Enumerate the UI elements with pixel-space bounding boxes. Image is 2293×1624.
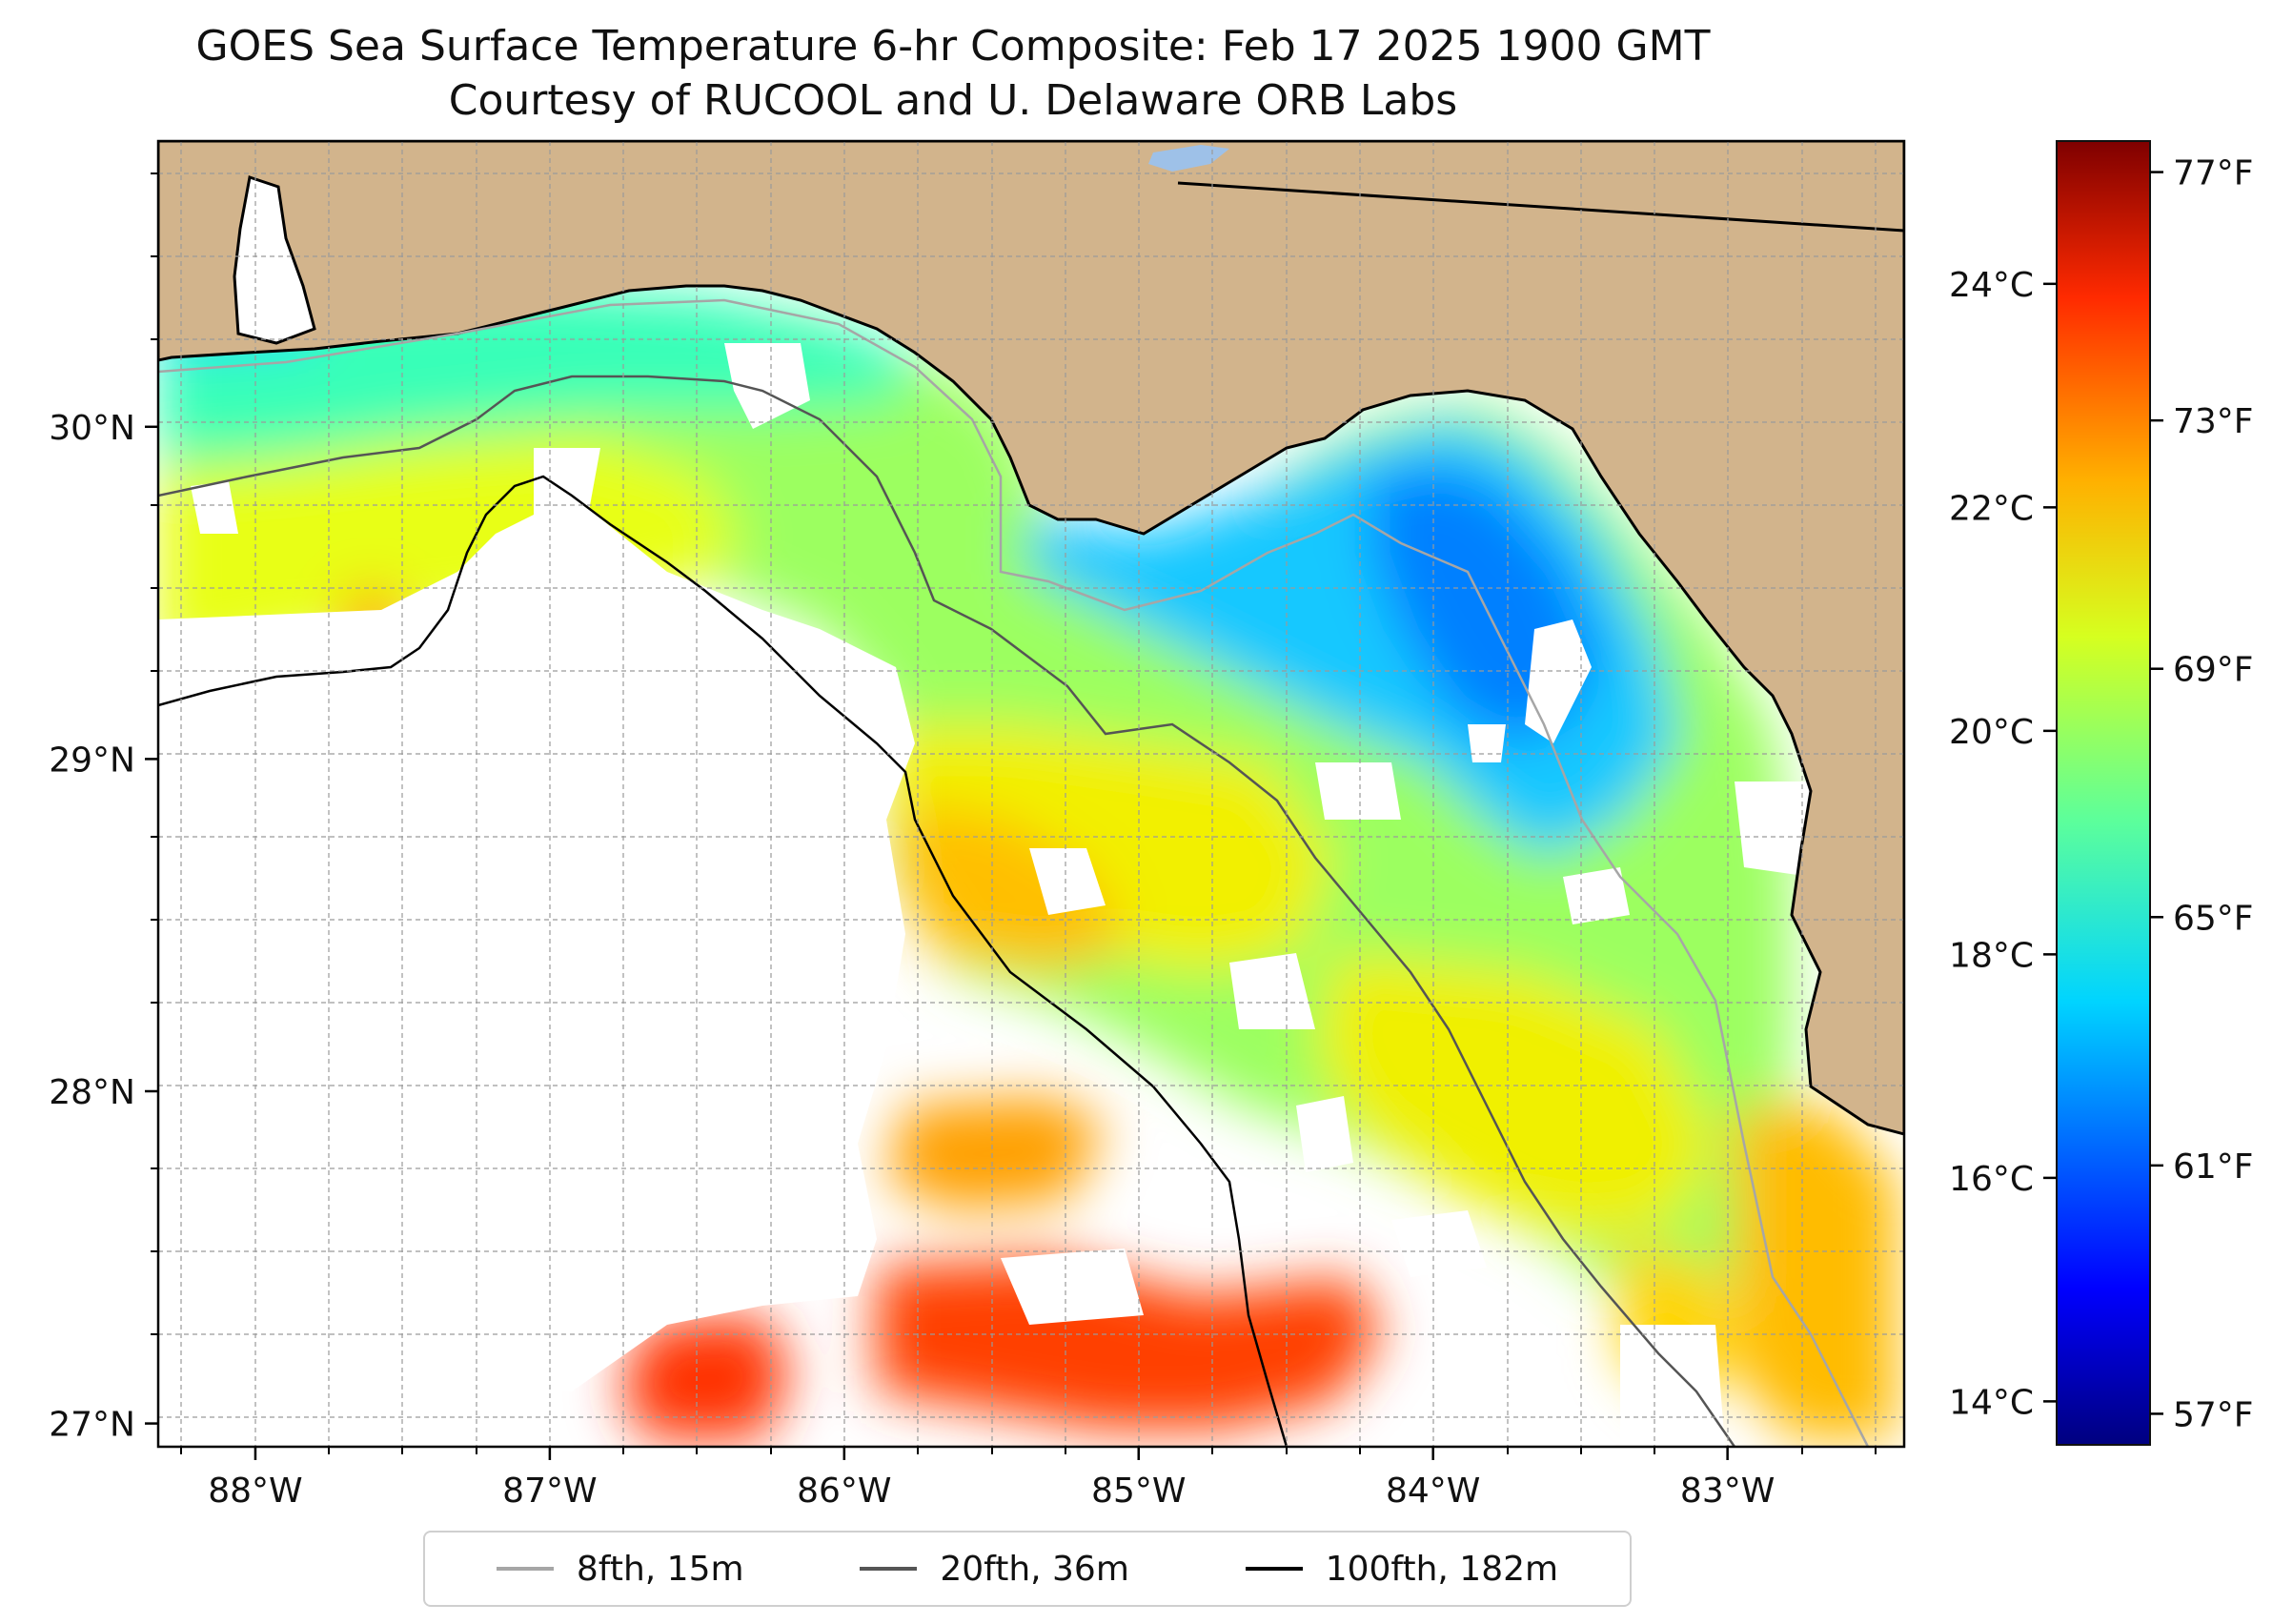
fahrenheit-tick-label: 65°F: [2173, 899, 2254, 938]
lon-tick-label: 88°W: [208, 1472, 302, 1511]
celsius-tick-label: 16°C: [1949, 1160, 2034, 1199]
lon-tick-label: 86°W: [797, 1472, 891, 1511]
contour-20fth: [158, 375, 1736, 1447]
celsius-tick-label: 24°C: [1949, 266, 2034, 305]
lon-tick-label: 85°W: [1091, 1472, 1186, 1511]
legend-item-20fth: 20fth, 36m: [860, 1550, 1129, 1589]
map-title: GOES Sea Surface Temperature 6-hr Compos…: [195, 22, 1711, 71]
state-boundary: [1177, 181, 1904, 233]
fahrenheit-tick-label: 69°F: [2173, 651, 2254, 690]
contour-100fth: [158, 475, 1289, 1447]
celsius-tick-label: 14°C: [1949, 1383, 2034, 1422]
celsius-tick-label: 18°C: [1949, 936, 2034, 975]
celsius-tick-label: 22°C: [1949, 489, 2034, 528]
lon-tick-label: 83°W: [1680, 1472, 1775, 1511]
legend-item-100fth: 100fth, 182m: [1245, 1549, 1559, 1589]
fahrenheit-tick-label: 61°F: [2173, 1147, 2254, 1187]
latitude-axis: 30°N 29°N 28°N 27°N: [49, 409, 158, 1445]
fahrenheit-tick-label: 73°F: [2173, 402, 2254, 441]
fahrenheit-tick-label: 57°F: [2173, 1395, 2254, 1434]
fahrenheit-tick-label: 77°F: [2173, 154, 2254, 193]
legend-label-8fth: 8fth, 15m: [576, 1549, 744, 1589]
mobile-bay: [233, 175, 316, 345]
land-coast: [158, 141, 1904, 1136]
minor-ticks: [151, 173, 1877, 1454]
legend-swatch-100fth: [1245, 1567, 1303, 1571]
map-subtitle: Courtesy of RUCOOL and U. Delaware ORB L…: [448, 76, 1458, 125]
legend-label-20fth: 20fth, 36m: [940, 1549, 1129, 1589]
colorbar-frame: [2056, 140, 2151, 1446]
lat-tick-label: 27°N: [49, 1406, 135, 1445]
contour-legend: 8fth, 15m 20fth, 36m 100fth, 182m: [423, 1531, 1632, 1607]
legend-label-100fth: 100fth, 182m: [1325, 1549, 1559, 1589]
gridlines: [158, 141, 1904, 1447]
lat-tick-label: 30°N: [49, 409, 135, 448]
celsius-tick-label: 20°C: [1949, 713, 2034, 752]
cloud-gaps: [158, 343, 1811, 1447]
contour-8fth: [158, 298, 1870, 1447]
longitude-axis: 88°W 87°W 86°W 85°W 84°W 83°W: [208, 1447, 1775, 1511]
lat-tick-label: 29°N: [49, 741, 135, 780]
colorbar-gradient: [2057, 141, 2150, 1445]
map-frame: [156, 139, 1906, 1449]
legend-swatch-8fth: [496, 1567, 554, 1571]
legend-swatch-20fth: [860, 1567, 918, 1571]
lake: [1148, 145, 1229, 172]
lon-tick-label: 87°W: [502, 1472, 597, 1511]
legend-item-8fth: 8fth, 15m: [496, 1549, 744, 1589]
colorbar-celsius-axis: 24°C 22°C 20°C 18°C 16°C 14°C: [1949, 266, 2057, 1422]
lat-tick-label: 28°N: [49, 1073, 135, 1112]
colorbar-fahrenheit-axis: 77°F 73°F 69°F 65°F 61°F 57°F: [2150, 154, 2254, 1434]
lon-tick-label: 84°W: [1386, 1472, 1480, 1511]
